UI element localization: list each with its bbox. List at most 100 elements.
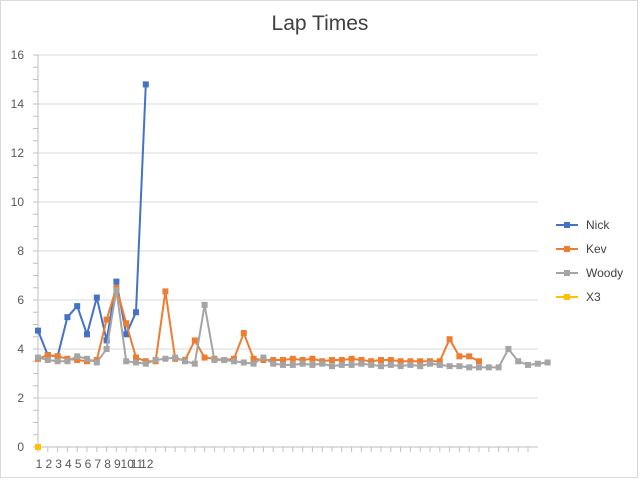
data-point-woody-53	[544, 359, 551, 366]
data-point-woody-51	[525, 361, 531, 368]
data-point-woody-48	[495, 364, 502, 371]
data-point-woody-44	[456, 363, 463, 370]
data-point-woody-11	[133, 359, 139, 366]
series-layer	[35, 81, 551, 450]
series-line-kev	[37, 284, 480, 363]
data-point-woody-5	[74, 353, 81, 360]
data-point-nick-6	[84, 331, 90, 338]
data-point-kev-34	[358, 357, 365, 364]
x-tick-label-11: 12	[140, 457, 154, 471]
data-point-woody-45	[466, 364, 473, 371]
data-point-woody-6	[84, 355, 90, 362]
data-point-kev-14	[162, 288, 169, 295]
data-point-kev-3	[54, 353, 61, 360]
data-point-woody-1	[35, 354, 41, 361]
data-point-woody-17	[191, 360, 198, 367]
data-point-nick-1	[35, 327, 41, 334]
series-line-nick	[37, 84, 147, 358]
data-point-woody-20	[221, 357, 228, 364]
data-point-woody-43	[446, 363, 453, 370]
data-point-woody-21	[231, 358, 237, 365]
x-tick-label-6: 7	[94, 457, 101, 471]
data-point-woody-19	[211, 357, 218, 364]
y-tick-label-8: 16	[11, 48, 25, 62]
data-point-kev-22	[240, 330, 247, 337]
x-tick-label-9: 10	[121, 457, 135, 471]
data-point-kev-2	[44, 352, 51, 359]
data-point-woody-16	[182, 358, 188, 365]
y-tick-label-0: 0	[17, 440, 24, 454]
data-point-woody-3	[54, 358, 61, 365]
legend-label-kev: Kev	[586, 242, 607, 256]
x-tick-label-0: 1	[36, 457, 43, 471]
data-point-woody-7	[93, 359, 100, 366]
data-point-kev-39	[407, 358, 414, 365]
data-point-woody-15	[172, 354, 179, 361]
data-point-woody-27	[289, 361, 296, 368]
data-point-woody-12	[142, 360, 149, 367]
legend-label-nick: Nick	[586, 218, 610, 232]
data-point-woody-13	[152, 357, 159, 364]
data-point-woody-39	[407, 361, 414, 368]
data-point-kev-38	[397, 358, 404, 365]
data-point-nick-5	[74, 303, 81, 310]
data-point-kev-29	[309, 355, 316, 362]
data-point-woody-42	[436, 361, 443, 368]
data-point-kev-42	[436, 358, 443, 365]
data-point-kev-46	[476, 358, 482, 365]
data-point-woody-38	[397, 363, 404, 370]
data-point-kev-32	[338, 357, 345, 364]
legend-label-x3: X3	[586, 290, 601, 304]
y-tick-label-6: 12	[11, 146, 25, 160]
x-tick-label-8: 9	[114, 457, 121, 471]
data-point-kev-31	[329, 357, 335, 364]
x-tick-label-4: 5	[75, 457, 82, 471]
chart-title: Lap Times	[271, 12, 369, 35]
data-point-woody-34	[358, 360, 365, 367]
data-point-woody-2	[44, 357, 51, 364]
data-point-woody-18	[201, 301, 208, 308]
data-point-woody-47	[485, 364, 492, 371]
y-tick-label-3: 6	[17, 293, 24, 307]
data-point-kev-40	[417, 358, 424, 365]
data-point-kev-44	[456, 353, 463, 360]
legend-label-woody: Woody	[586, 266, 623, 280]
data-point-kev-8	[103, 316, 110, 323]
y-tick-label-2: 4	[17, 342, 24, 356]
data-point-kev-43	[446, 336, 453, 343]
data-point-woody-26	[280, 361, 286, 368]
data-point-woody-23	[250, 360, 257, 367]
x-tick-label-1: 2	[45, 457, 52, 471]
data-point-nick-4	[64, 314, 71, 321]
data-point-kev-45	[466, 353, 473, 360]
data-point-nick-10	[123, 331, 130, 338]
x-tick-label-2: 3	[55, 457, 62, 471]
data-point-woody-10	[123, 358, 130, 365]
data-point-nick-11	[133, 309, 139, 316]
x-tick-label-7: 8	[104, 457, 111, 471]
data-point-kev-18	[201, 354, 208, 361]
data-point-kev-26	[280, 357, 286, 364]
legend-marker-woody	[564, 270, 570, 276]
data-point-woody-37	[387, 361, 394, 368]
data-point-woody-29	[309, 361, 316, 368]
y-tick-label-5: 10	[11, 195, 25, 209]
y-tick-label-1: 2	[17, 391, 24, 405]
grid-layer	[38, 54, 538, 399]
data-point-kev-25	[270, 357, 277, 364]
data-point-woody-35	[368, 361, 375, 368]
data-point-woody-33	[348, 361, 355, 368]
data-point-woody-31	[329, 363, 335, 370]
data-point-woody-52	[534, 360, 541, 367]
data-point-kev-36	[378, 357, 384, 364]
data-point-woody-4	[64, 358, 71, 365]
data-point-nick-7	[93, 294, 100, 301]
data-point-nick-9	[113, 278, 120, 285]
x-tick-label-10: 11	[131, 457, 144, 471]
data-point-kev-11	[133, 354, 139, 361]
data-point-kev-27	[289, 355, 296, 362]
legend-marker-nick	[564, 222, 570, 228]
x-tick-label-5: 6	[85, 457, 92, 471]
